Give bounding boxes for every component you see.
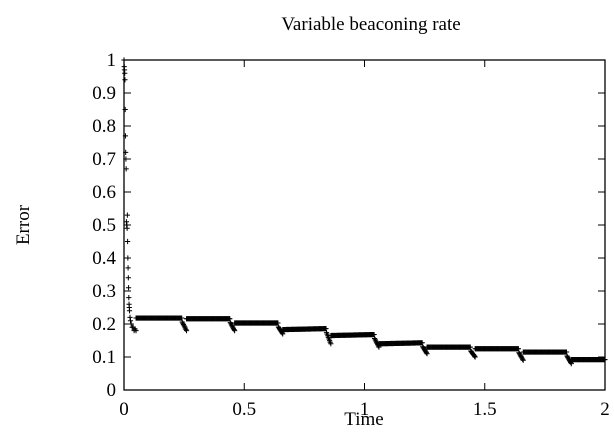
data-point: [124, 225, 130, 231]
plot-frame: [123, 59, 606, 391]
y-axis-label: Error: [13, 204, 34, 245]
y-tick-label: 0.6: [92, 182, 116, 203]
data-point: [520, 357, 526, 363]
data-point: [122, 70, 128, 76]
data-point: [328, 341, 334, 347]
data-point: [424, 351, 430, 357]
data-point: [126, 308, 133, 314]
data-point: [128, 321, 134, 327]
data-point: [125, 275, 131, 281]
y-tick-label: 0.2: [92, 314, 116, 335]
y-tick-label: 0.5: [92, 215, 116, 236]
data-point: [127, 318, 134, 324]
x-tick-label: 2: [600, 399, 610, 420]
x-tick-label: 0.5: [232, 399, 256, 420]
data-point: [122, 133, 129, 139]
data-point: [133, 328, 139, 334]
data-point: [125, 255, 131, 261]
data-point: [568, 359, 574, 366]
y-tick-label: 0.4: [92, 248, 116, 269]
data-point: [123, 156, 129, 162]
data-point: [125, 238, 131, 245]
data-point: [423, 350, 430, 356]
data-point: [121, 57, 127, 63]
chart-title: Variable beaconing rate: [281, 14, 460, 35]
data-point: [231, 326, 237, 333]
data-points: [121, 57, 608, 367]
y-tick-label: 1: [107, 50, 117, 71]
data-point: [232, 328, 238, 334]
data-point: [602, 357, 608, 363]
data-point: [122, 106, 128, 113]
y-axis: 0 0.1 0.2 0.3 0.4 0.5 0.6 0.7 0.8 0.9 1: [92, 50, 605, 401]
data-point: [183, 328, 190, 334]
x-tick-label: 1.5: [473, 399, 497, 420]
x-tick-label: 0: [119, 399, 129, 420]
data-point: [472, 354, 478, 360]
y-tick-label: 0: [107, 380, 117, 401]
y-tick-label: 0.8: [92, 116, 116, 137]
data-point: [520, 356, 526, 362]
data-point: [471, 353, 478, 359]
data-point: [123, 149, 129, 155]
data-point: [183, 326, 189, 332]
y-tick-label: 0.3: [92, 281, 116, 302]
data-point: [125, 285, 132, 291]
data-point: [125, 265, 131, 271]
data-point: [124, 212, 130, 218]
data-point: [126, 295, 132, 301]
data-point: [279, 330, 285, 336]
x-axis-label: Time: [344, 409, 383, 430]
x-axis: 0 0.5 1 1.5 2: [119, 60, 610, 420]
y-tick-label: 0.7: [92, 149, 116, 170]
data-point: [123, 166, 129, 172]
y-tick-label: 0.1: [92, 347, 116, 368]
y-tick-label: 0.9: [92, 83, 116, 104]
data-point: [122, 77, 128, 83]
x-tick-label: 1: [360, 399, 370, 420]
